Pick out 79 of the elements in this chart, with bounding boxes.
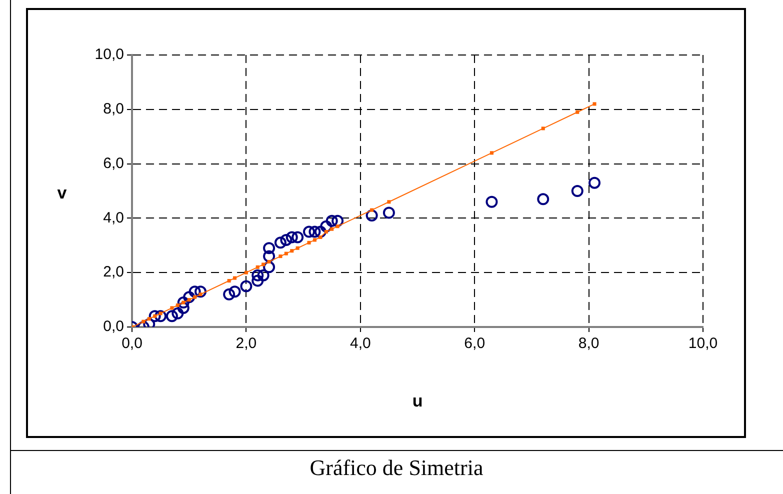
- point: [158, 312, 162, 316]
- point: [576, 110, 580, 114]
- point: [326, 214, 338, 227]
- y-axis-title: v: [57, 184, 68, 203]
- point: [370, 208, 374, 212]
- point: [194, 286, 207, 298]
- point: [233, 276, 237, 280]
- point: [187, 298, 191, 302]
- point: [177, 302, 190, 314]
- point: [324, 230, 328, 234]
- point: [170, 306, 174, 310]
- point: [193, 295, 197, 299]
- text: Gráfico de Simetria: [308, 455, 484, 481]
- y-tick-label: 10,0: [94, 46, 124, 64]
- point: [314, 226, 326, 238]
- point: [296, 246, 300, 250]
- point: [198, 292, 202, 296]
- point: [263, 261, 276, 274]
- point: [252, 274, 264, 287]
- point: [490, 151, 494, 155]
- point: [274, 236, 286, 249]
- point: [227, 278, 231, 283]
- x-tick-label: 10,0: [688, 335, 718, 352]
- point: [537, 193, 550, 206]
- point: [541, 126, 545, 130]
- point: [588, 176, 601, 189]
- point: [252, 269, 264, 282]
- point: [303, 226, 316, 238]
- point: [228, 286, 241, 298]
- point: [292, 231, 304, 244]
- y-tick-label: 4,0: [103, 209, 124, 226]
- point: [307, 240, 311, 244]
- point: [571, 185, 584, 197]
- point: [280, 234, 292, 246]
- point: [278, 254, 282, 258]
- point: [290, 249, 294, 253]
- point: [148, 310, 161, 322]
- x-axis-title: u: [412, 392, 423, 411]
- y-tick-label: 0,0: [103, 318, 124, 336]
- point: [244, 270, 248, 274]
- point: [154, 310, 167, 322]
- point: [592, 102, 596, 106]
- y-tick-label: 2,0: [103, 264, 124, 281]
- point: [166, 310, 178, 322]
- point: [267, 260, 271, 264]
- point: [382, 206, 395, 219]
- point: [486, 196, 498, 208]
- point: [183, 291, 196, 304]
- x-tick-label: 2,0: [236, 335, 257, 352]
- point: [262, 262, 266, 266]
- point: [312, 238, 316, 242]
- point: [240, 280, 252, 292]
- x-tick-label: 4,0: [350, 335, 371, 352]
- point: [318, 235, 322, 240]
- point: [223, 288, 236, 300]
- point: [142, 320, 146, 324]
- point: [256, 265, 260, 269]
- point: [332, 214, 344, 227]
- point: [177, 296, 190, 309]
- point: [188, 286, 201, 298]
- point: [263, 242, 276, 254]
- point: [330, 227, 334, 231]
- point: [320, 220, 332, 232]
- x-tick-label: 6,0: [464, 335, 486, 352]
- y-tick-label: 6,0: [103, 154, 124, 172]
- x-tick-label: 8,0: [578, 335, 600, 352]
- point: [286, 231, 298, 244]
- point: [172, 307, 184, 320]
- x-tick-label: 0,0: [122, 335, 142, 352]
- point: [366, 209, 378, 222]
- point: [257, 269, 270, 282]
- point: [284, 252, 288, 256]
- point: [176, 303, 180, 308]
- point: [263, 250, 276, 262]
- point: [308, 226, 321, 238]
- point: [147, 317, 151, 321]
- point: [387, 200, 391, 204]
- point: [336, 224, 340, 228]
- y-tick-label: 8,0: [103, 100, 124, 118]
